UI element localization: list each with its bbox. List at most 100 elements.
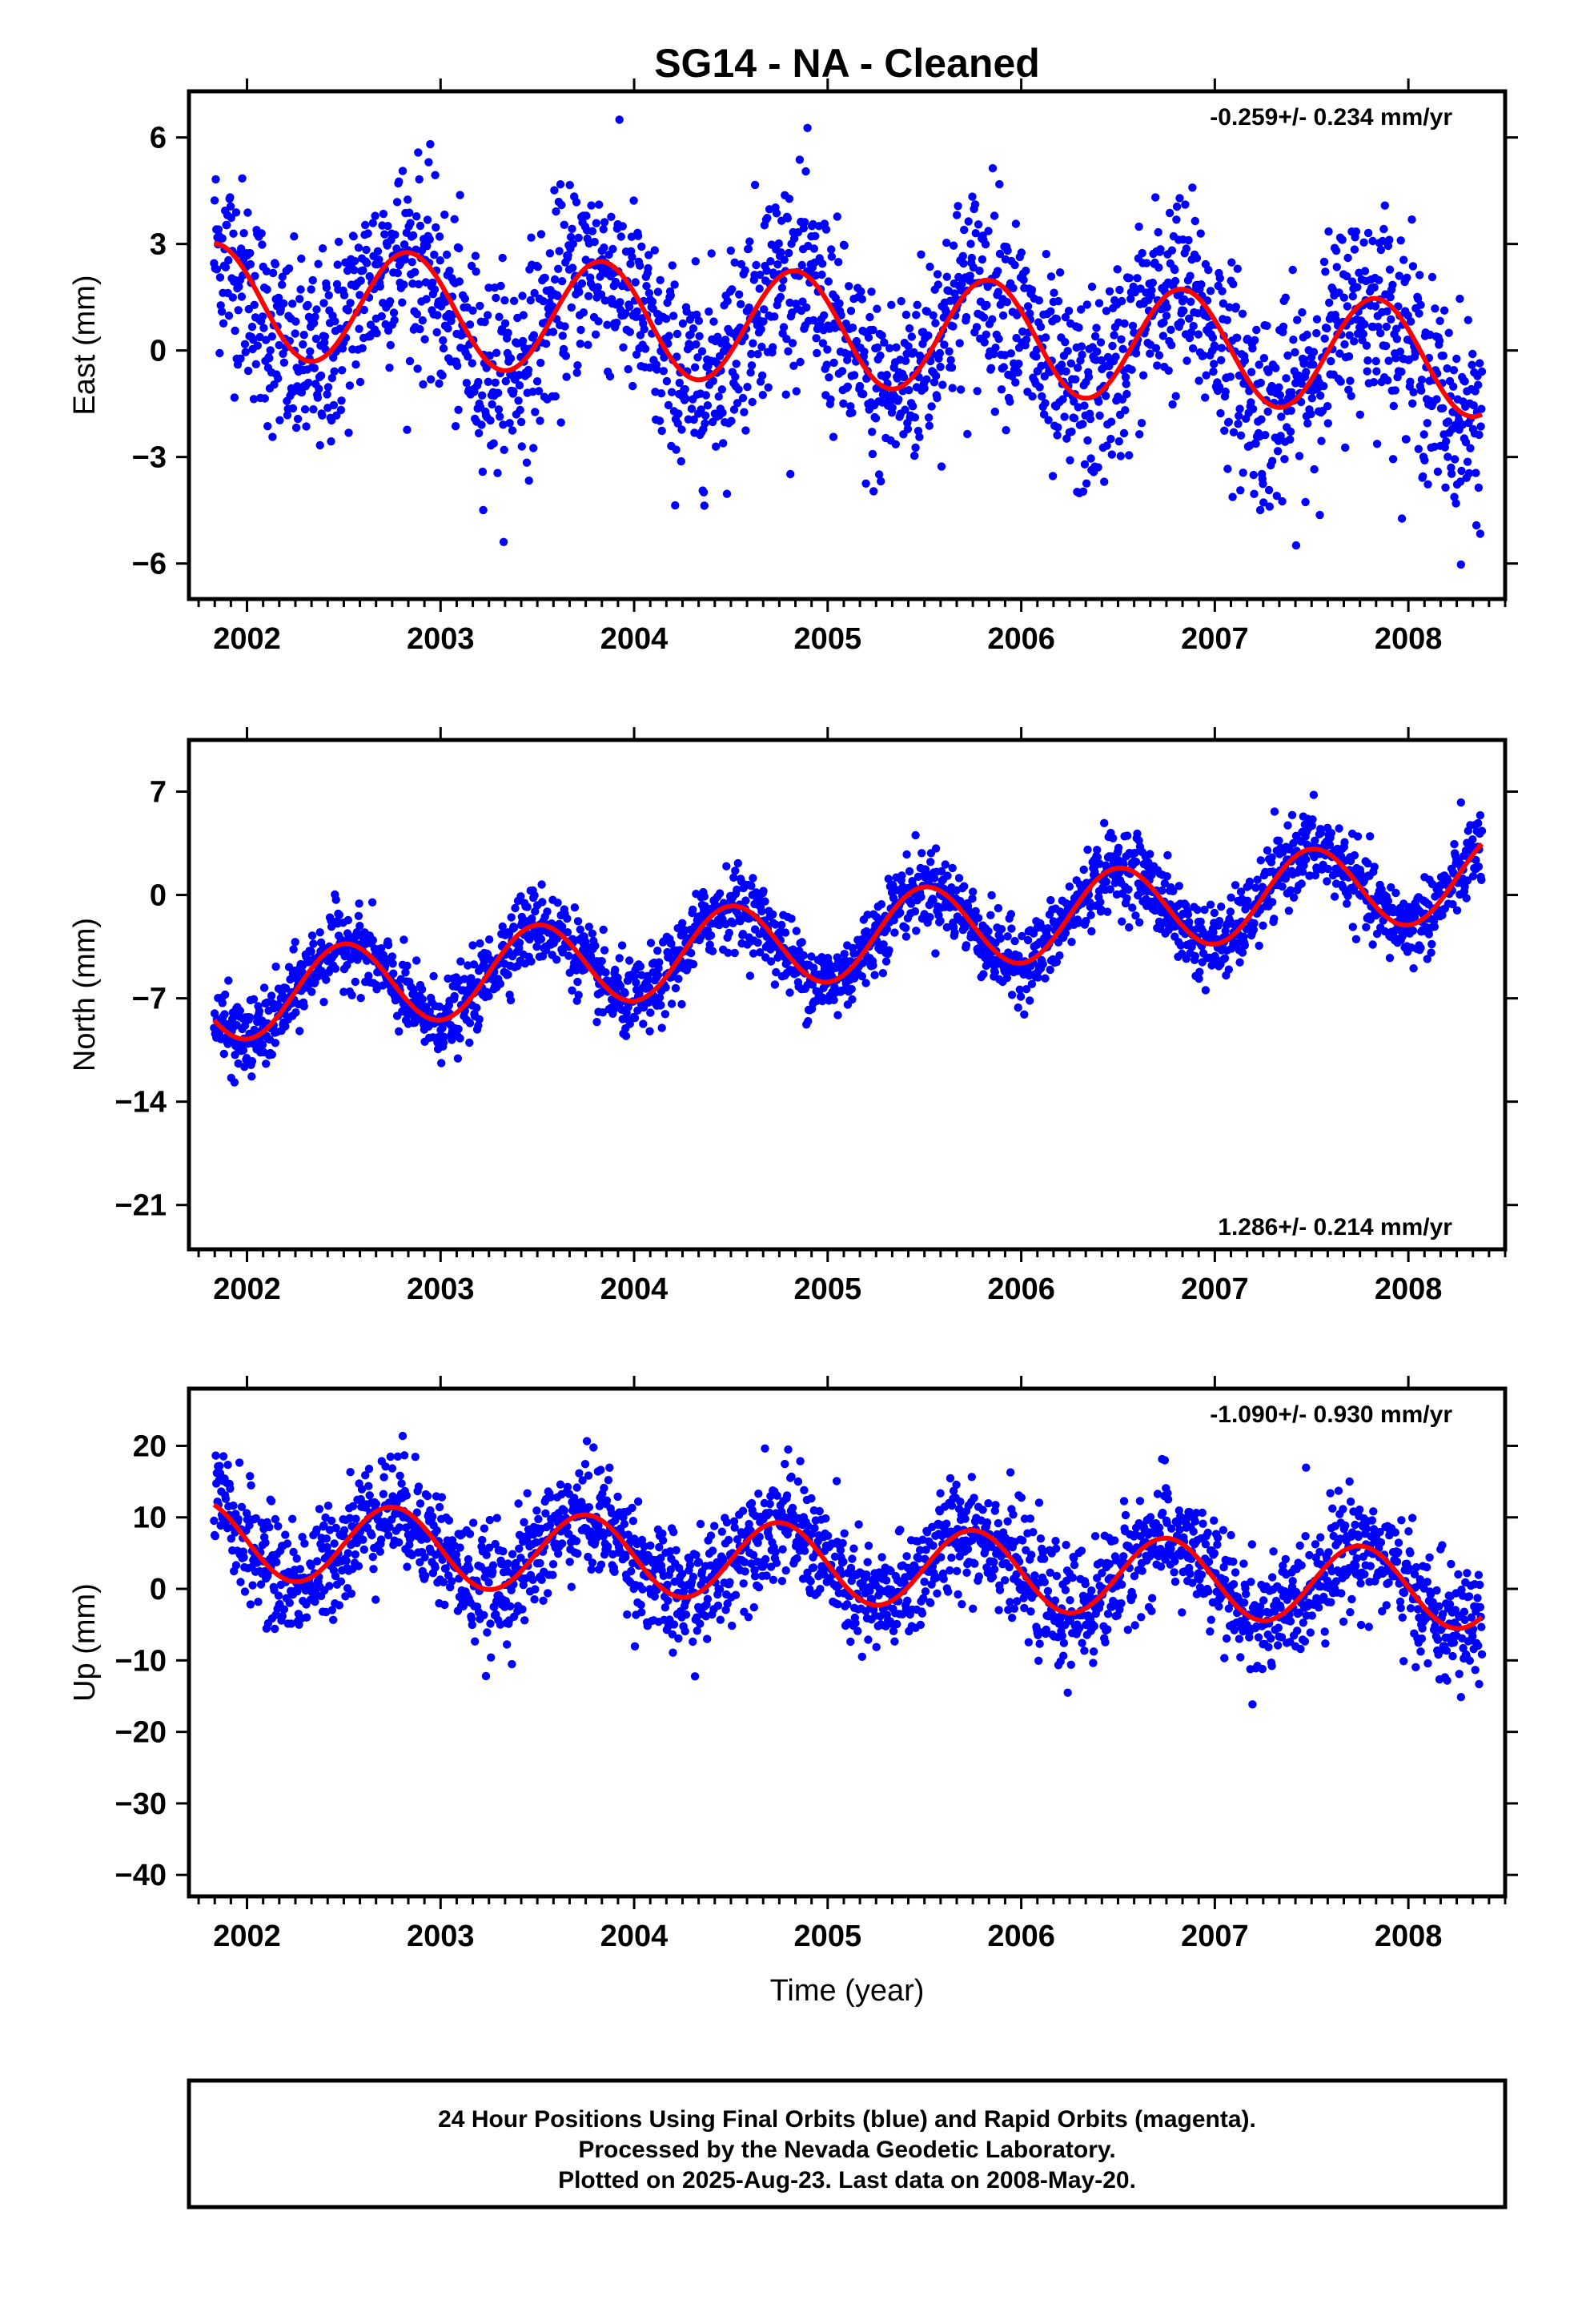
data-point (450, 991, 459, 1001)
x-tick-label: 2003 (407, 622, 475, 656)
data-point (1146, 349, 1154, 358)
data-point (1372, 367, 1381, 376)
data-point (320, 338, 329, 347)
data-point (677, 456, 685, 466)
data-point (1427, 272, 1437, 282)
data-point (1362, 923, 1371, 932)
data-point (1236, 486, 1245, 495)
data-point (1259, 921, 1267, 931)
data-point (412, 310, 422, 319)
data-point (1114, 843, 1123, 853)
data-point (700, 501, 709, 510)
data-point (1053, 431, 1062, 440)
y-tick-label: 3 (150, 228, 167, 262)
data-point (367, 898, 377, 907)
data-point (1195, 974, 1203, 983)
data-point (1279, 322, 1288, 332)
data-point (1251, 883, 1260, 892)
data-point (1259, 354, 1269, 363)
data-point (964, 906, 973, 915)
data-point (390, 316, 399, 324)
data-point (747, 349, 756, 359)
data-point (298, 1533, 307, 1542)
data-point (426, 375, 436, 384)
data-point (413, 364, 422, 373)
data-point (705, 307, 713, 316)
data-point (674, 975, 683, 983)
data-point (1259, 480, 1267, 489)
data-point (1335, 349, 1344, 358)
data-point (1477, 826, 1487, 835)
data-point (762, 266, 771, 275)
data-point (1131, 911, 1140, 920)
data-point (885, 344, 894, 352)
data-point (504, 328, 512, 337)
data-point (495, 312, 504, 321)
data-point (299, 1002, 308, 1011)
data-point (302, 422, 311, 431)
data-point (1468, 835, 1477, 844)
data-point (517, 442, 526, 451)
data-point (246, 1472, 255, 1481)
data-point (418, 316, 427, 325)
data-point (616, 232, 625, 241)
data-point (1264, 485, 1274, 495)
data-point (345, 381, 355, 390)
data-point (785, 195, 794, 203)
data-point (1017, 248, 1026, 257)
data-point (797, 260, 806, 270)
data-point (215, 1462, 224, 1470)
data-point (811, 231, 820, 240)
data-point (1200, 905, 1209, 915)
data-point (1344, 352, 1354, 361)
data-point (387, 952, 397, 961)
data-point (644, 288, 654, 298)
data-point (726, 246, 735, 255)
data-point (557, 277, 567, 286)
data-point (881, 957, 891, 966)
data-point (644, 251, 653, 259)
data-point (1257, 415, 1266, 424)
data-point (1386, 293, 1395, 302)
data-point (428, 278, 437, 287)
data-point (737, 300, 745, 308)
data-point (769, 910, 777, 919)
data-point (629, 196, 638, 205)
data-point (309, 939, 318, 948)
data-point (291, 1008, 300, 1017)
data-point (1111, 352, 1120, 361)
data-point (1041, 333, 1050, 342)
data-point (1240, 941, 1250, 950)
data-point (404, 195, 412, 204)
data-point (403, 425, 412, 434)
data-point (1122, 831, 1132, 840)
data-point (485, 352, 494, 360)
data-point (211, 1451, 220, 1460)
data-point (594, 317, 603, 326)
data-point (215, 273, 225, 282)
data-point (691, 257, 700, 266)
data-point (418, 995, 427, 1004)
data-point (1316, 828, 1326, 838)
data-point (467, 974, 476, 983)
data-point (1039, 410, 1049, 419)
data-point (1204, 265, 1213, 275)
data-point (1082, 479, 1091, 488)
data-point (799, 223, 808, 233)
data-point (1414, 444, 1423, 453)
data-point (731, 866, 740, 875)
data-point (1229, 428, 1239, 436)
data-point (289, 945, 298, 954)
data-point (451, 422, 460, 431)
data-point (545, 249, 555, 258)
data-point (477, 420, 486, 429)
data-point (1267, 853, 1276, 862)
data-point (1278, 882, 1287, 891)
data-point (275, 340, 283, 350)
data-point (730, 258, 739, 267)
data-point (1395, 348, 1405, 356)
data-point (527, 957, 536, 966)
data-point (362, 245, 371, 255)
data-point (701, 419, 709, 428)
